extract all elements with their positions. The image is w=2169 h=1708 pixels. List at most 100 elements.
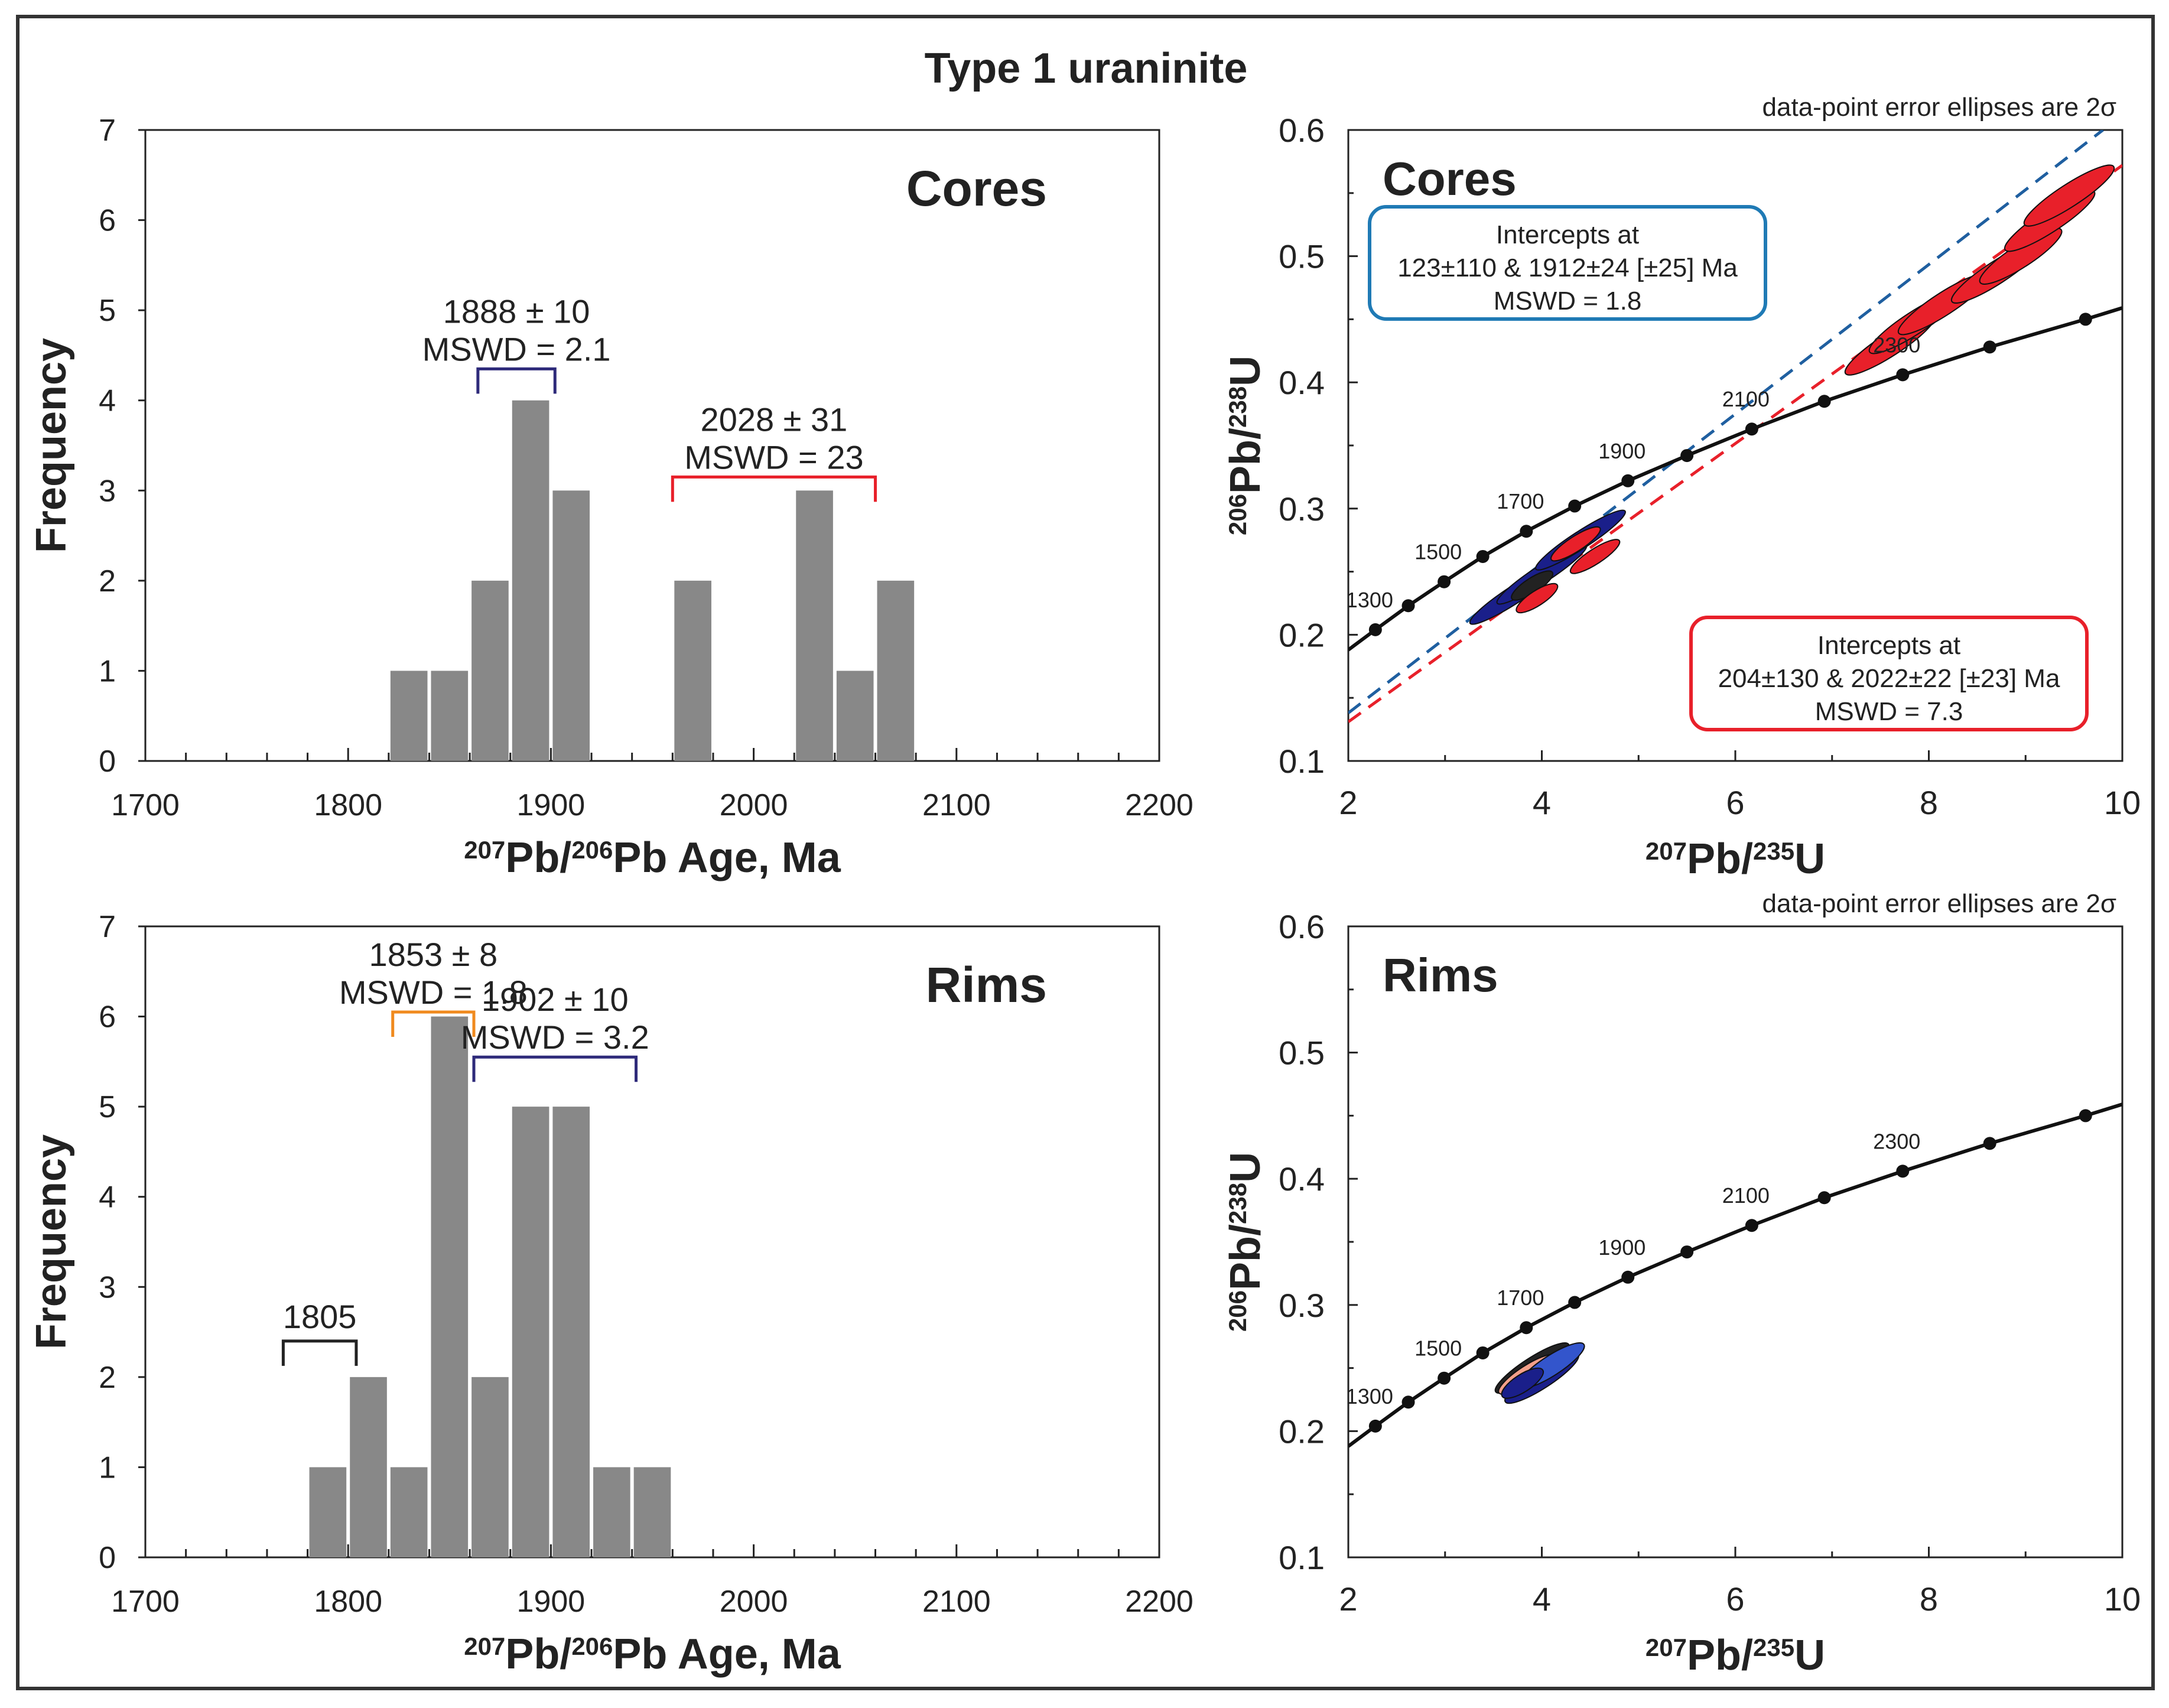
y-tick-label: 0.4 xyxy=(1279,364,1325,401)
y-tick-label: 0.4 xyxy=(1279,1160,1325,1198)
concordia-age-label: 1500 xyxy=(1414,1336,1462,1361)
y-tick-label: 0.2 xyxy=(1279,616,1325,653)
y-tick-label: 0.3 xyxy=(1279,490,1325,528)
concordia-age-label: 1700 xyxy=(1497,1286,1544,1310)
x-axis-label: 207Pb/235U xyxy=(1646,835,1825,883)
concordia-age-point xyxy=(1568,1296,1582,1309)
histogram-bar xyxy=(390,1467,428,1557)
y-tick-label: 0.5 xyxy=(1279,238,1325,275)
concordia-age-point xyxy=(1520,1321,1533,1335)
x-tick-label: 2000 xyxy=(720,788,788,822)
concordia-age-point xyxy=(1401,599,1415,613)
error-ellipse xyxy=(1550,526,1601,562)
age-label: 1853 ± 8 xyxy=(369,936,498,973)
intercept-box xyxy=(1368,205,1767,321)
y-tick-label: 6 xyxy=(99,204,116,238)
y-tick-label: 0.6 xyxy=(1279,112,1325,149)
y-tick-label: 0.6 xyxy=(1279,908,1325,945)
histogram-bar xyxy=(674,580,711,761)
y-axis-label: Frequency xyxy=(28,1134,75,1349)
age-label: 1902 ± 10 xyxy=(482,981,629,1018)
histogram-bar xyxy=(552,1107,590,1557)
histogram-bar xyxy=(350,1377,387,1557)
concordia-age-label: 1900 xyxy=(1598,439,1646,463)
concordia-age-point xyxy=(1401,1395,1415,1409)
plot-area xyxy=(1348,130,2122,723)
x-tick-label: 2100 xyxy=(922,788,991,822)
concordia-age-label: 2100 xyxy=(1722,1183,1770,1208)
age-label: 1888 ± 10 xyxy=(443,292,590,330)
error-ellipse xyxy=(1501,1367,1544,1399)
y-tick-label: 4 xyxy=(99,384,116,418)
intercept-text: 204±130 & 2022±22 [±23] Ma xyxy=(1718,664,2060,693)
x-tick-label: 4 xyxy=(1533,1580,1551,1618)
histogram-bar xyxy=(836,671,874,761)
histogram-bar xyxy=(471,580,509,761)
x-axis-label: 207Pb/235U xyxy=(1646,1632,1825,1679)
concordia-age-point xyxy=(1896,368,1910,382)
concordia-age-point xyxy=(1520,525,1533,538)
y-tick-label: 0.2 xyxy=(1279,1413,1325,1450)
figure-border xyxy=(16,15,2155,1690)
y-tick-label: 0.5 xyxy=(1279,1034,1325,1072)
x-tick-label: 10 xyxy=(2104,1580,2141,1618)
concordia-age-point xyxy=(1817,395,1831,408)
concordia-age-point xyxy=(1896,1164,1910,1178)
concordia-age-point xyxy=(1680,1245,1694,1259)
intercept-text: 123±110 & 1912±24 [±25] Ma xyxy=(1397,253,1738,282)
y-tick-label: 0.3 xyxy=(1279,1287,1325,1324)
concordia-age-point xyxy=(1438,575,1451,588)
y-tick-label: 1 xyxy=(99,654,116,688)
histogram-bar xyxy=(512,400,549,761)
y-tick-label: 7 xyxy=(99,910,116,944)
age-label: 2028 ± 31 xyxy=(701,401,848,438)
x-tick-label: 6 xyxy=(1726,1580,1744,1618)
histogram-bar xyxy=(390,671,428,761)
concordia-age-point xyxy=(1680,449,1694,463)
y-tick-label: 4 xyxy=(99,1180,116,1215)
intercept-text: MSWD = 1.8 xyxy=(1494,287,1642,315)
panel-label: Rims xyxy=(1383,949,1498,1001)
histogram-bar xyxy=(431,1016,469,1557)
x-axis-label: 207Pb/206Pb Age, Ma xyxy=(464,834,841,881)
y-tick-label: 0.1 xyxy=(1279,743,1325,780)
concordia-age-point xyxy=(1568,499,1582,513)
x-tick-label: 2000 xyxy=(720,1585,788,1619)
histogram-bar xyxy=(309,1467,347,1557)
histogram-bar xyxy=(877,580,915,761)
y-tick-label: 2 xyxy=(99,564,116,598)
y-axis-label: 206Pb/238U xyxy=(1222,1152,1269,1332)
age-label: 1805 xyxy=(283,1298,357,1335)
mswd-label: MSWD = 23 xyxy=(684,438,863,476)
y-axis-label: 206Pb/238U xyxy=(1222,356,1269,535)
concordia-age-point xyxy=(1745,422,1758,436)
concordia-age-point xyxy=(1476,1346,1490,1359)
concordia-age-label: 2300 xyxy=(1873,1129,1920,1153)
y-tick-label: 1 xyxy=(99,1450,116,1485)
histogram-bar xyxy=(471,1377,509,1557)
x-tick-label: 8 xyxy=(1920,1580,1938,1618)
concordia-age-point xyxy=(1983,1137,1996,1150)
ellipse-note: data-point error ellipses are 2σ xyxy=(1762,93,2116,122)
mswd-label: MSWD = 3.2 xyxy=(461,1019,649,1056)
concordia-age-point xyxy=(2079,313,2092,326)
concordia-age-point xyxy=(1745,1219,1758,1232)
x-tick-label: 2 xyxy=(1339,784,1357,821)
concordia-age-label: 1300 xyxy=(1346,588,1393,612)
y-tick-label: 0 xyxy=(99,1541,116,1575)
x-tick-label: 1700 xyxy=(111,1585,180,1619)
concordia-age-point xyxy=(1368,623,1382,636)
x-tick-label: 2200 xyxy=(1125,1585,1194,1619)
mswd-label: MSWD = 1.8 xyxy=(339,974,528,1011)
concordia-rims: 2 4 6 8 10 0.1 0.2 0.3 0.4 0.5 0.6 207Pb/235U 206Pb/… xyxy=(1222,889,2141,1679)
error-ellipse xyxy=(2023,164,2115,227)
y-tick-label: 6 xyxy=(99,1000,116,1034)
x-tick-label: 8 xyxy=(1920,784,1938,821)
histogram-cores: 1700 1800 1900 2000 2100 2200 0 1 2 3 4 5 6 7 207Pb/20… xyxy=(28,113,1194,881)
x-tick-label: 6 xyxy=(1726,784,1744,821)
panel-label: Rims xyxy=(926,957,1047,1013)
x-tick-label: 1900 xyxy=(517,788,586,822)
intercept-text: Intercepts at xyxy=(1496,220,1639,249)
